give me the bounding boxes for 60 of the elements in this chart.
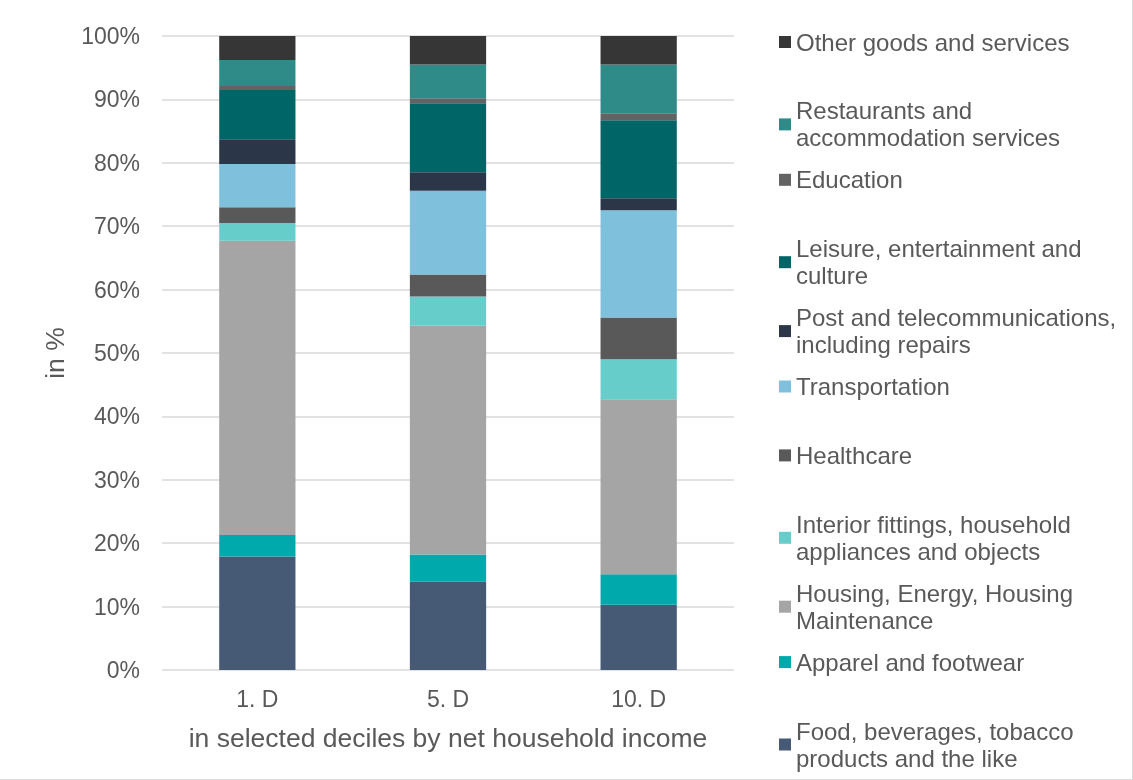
bar: [409, 554, 487, 582]
bar: [600, 113, 677, 121]
bar: [219, 534, 296, 557]
bar: [409, 325, 487, 555]
bar: [409, 296, 487, 326]
bar: [600, 604, 677, 670]
bar: [409, 98, 487, 104]
legend-label: Other goods and services: [796, 28, 1070, 56]
x-tick-label: 5. D: [426, 685, 470, 712]
bar: [409, 274, 487, 297]
y-tick-label: 100%: [81, 23, 140, 49]
legend-label: Interior fittings, household appliances and objects: [796, 510, 1078, 565]
bar: [219, 36, 296, 61]
legend-label: Transportation: [796, 373, 950, 400]
bar: [219, 139, 296, 165]
bar: [219, 86, 296, 90]
legend-label: Housing, Energy, Housing Maintenance: [796, 579, 1080, 634]
bar: [409, 172, 487, 191]
y-tick-label: 60%: [93, 276, 140, 303]
legend-label: Restaurants and accommodation services: [796, 97, 1061, 152]
bar: [219, 556, 296, 670]
bar: [409, 190, 487, 275]
bar: [600, 359, 677, 400]
bar: [219, 89, 296, 140]
legend-label: Food, beverages, tobacco products and the like: [796, 717, 1081, 772]
y-tick-label: 20%: [93, 530, 140, 557]
legend-label: Healthcare: [796, 441, 913, 469]
bar: [219, 60, 296, 87]
y-tick-label: 80%: [93, 149, 140, 176]
y-tick-label: 30%: [93, 466, 140, 493]
y-tick-label: 10%: [93, 593, 140, 620]
bar: [600, 574, 677, 605]
bar: [600, 120, 677, 199]
legend-label: Apparel and footwear: [796, 648, 1025, 676]
bar: [219, 207, 296, 224]
legend-label: Leisure, entertainment and culture: [796, 235, 1089, 290]
bar: [409, 36, 487, 65]
x-axis-title: in selected deciles by net household income: [188, 722, 708, 753]
bar: [600, 317, 677, 360]
bar: [600, 36, 677, 65]
x-tick-label: 10. D: [611, 685, 667, 712]
y-tick-label: 0%: [106, 657, 140, 683]
bar: [219, 164, 296, 208]
bar: [409, 103, 487, 173]
bar: [219, 240, 296, 535]
bar: [409, 581, 487, 670]
legend-label: Education: [796, 166, 903, 194]
bar: [219, 223, 296, 241]
bar: [600, 64, 677, 114]
bar: [600, 210, 677, 318]
y-tick-label: 50%: [93, 340, 140, 366]
legend-label: Post and telecommunications, including repairs: [796, 304, 1123, 359]
y-tick-label: 70%: [93, 213, 140, 240]
bar: [600, 399, 677, 575]
y-tick-label: 40%: [93, 403, 140, 430]
y-axis-title: in %: [39, 327, 70, 379]
y-tick-label: 90%: [93, 86, 140, 113]
bar: [600, 198, 677, 211]
bar: [409, 64, 487, 99]
x-tick-label: 1. D: [236, 685, 279, 712]
